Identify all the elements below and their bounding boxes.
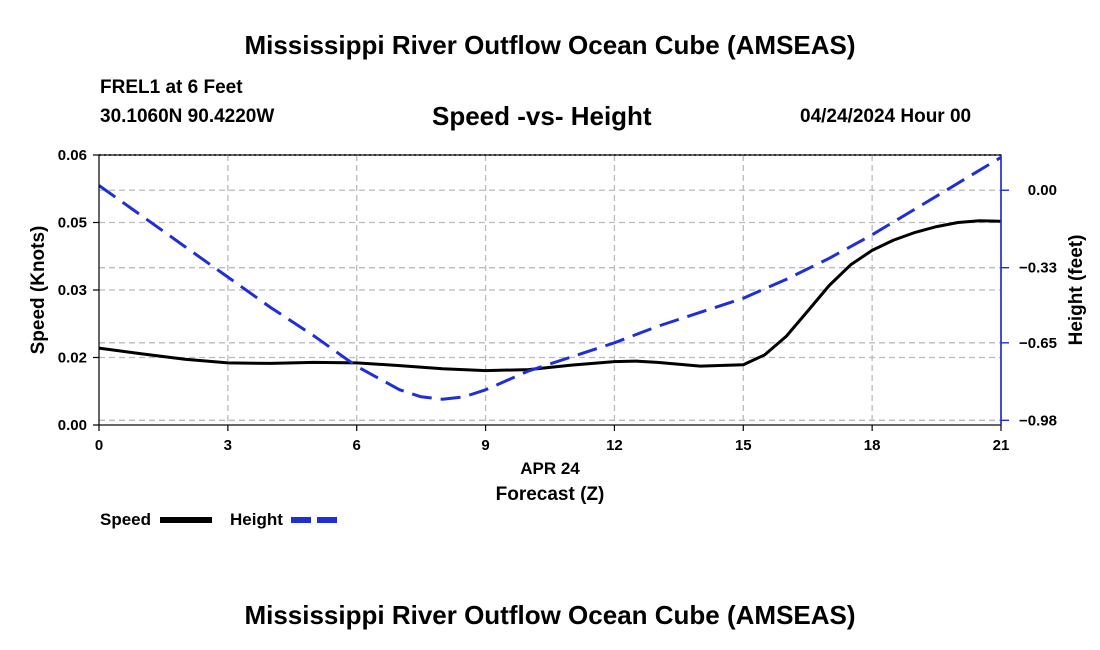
chart-title: Mississippi River Outflow Ocean Cube (AM… bbox=[244, 30, 856, 60]
x-tick-label: 15 bbox=[735, 437, 752, 454]
x-tick-label: 9 bbox=[481, 437, 489, 454]
coordinates-label: 30.1060N 90.4220W bbox=[100, 106, 275, 127]
station-label: FREL1 at 6 Feet bbox=[100, 77, 243, 98]
left-y-tick-label: 0.03 bbox=[58, 282, 87, 299]
footer-title: Mississippi River Outflow Ocean Cube (AM… bbox=[244, 600, 856, 630]
speed-series-line bbox=[98, 219, 1002, 373]
left-y-tick-label: 0.00 bbox=[58, 417, 87, 434]
right-y-tick-label: 0.00 bbox=[1028, 182, 1057, 199]
series-layer bbox=[98, 156, 1002, 401]
right-y-tick-label: −0.33 bbox=[1019, 260, 1057, 277]
right-y-tick-label: −0.65 bbox=[1019, 335, 1057, 352]
x-axis-label: Forecast (Z) bbox=[496, 484, 605, 505]
legend-speed-label: Speed bbox=[100, 510, 151, 529]
right-y-tick-label: −0.98 bbox=[1019, 412, 1057, 429]
height-series-line bbox=[98, 156, 1002, 401]
x-sublabel: APR 24 bbox=[520, 459, 580, 478]
left-y-tick-label: 0.02 bbox=[58, 350, 87, 367]
x-tick-label: 6 bbox=[353, 437, 361, 454]
legend-height-label: Height bbox=[230, 510, 283, 529]
chart-subtitle: Speed -vs- Height bbox=[432, 101, 652, 131]
grid-lines bbox=[99, 155, 1001, 425]
right-axis-label: Height (feet) bbox=[1066, 235, 1087, 346]
forecast-datestamp: 04/24/2024 Hour 00 bbox=[800, 106, 972, 127]
left-y-tick-label: 0.05 bbox=[58, 215, 87, 232]
axes: 0 3 6 9 12 15 18 21 0.00 0.02 0.03 0.05 0.06 0.00 −0.3… bbox=[58, 147, 1057, 454]
x-tick-label: 0 bbox=[95, 437, 103, 454]
left-y-tick-label: 0.06 bbox=[58, 147, 87, 164]
legend: Speed Height bbox=[100, 510, 343, 529]
x-tick-label: 3 bbox=[224, 437, 232, 454]
x-tick-label: 12 bbox=[606, 437, 623, 454]
x-tick-label: 21 bbox=[993, 437, 1010, 454]
x-tick-label: 18 bbox=[864, 437, 881, 454]
left-axis-label: Speed (Knots) bbox=[28, 226, 49, 355]
